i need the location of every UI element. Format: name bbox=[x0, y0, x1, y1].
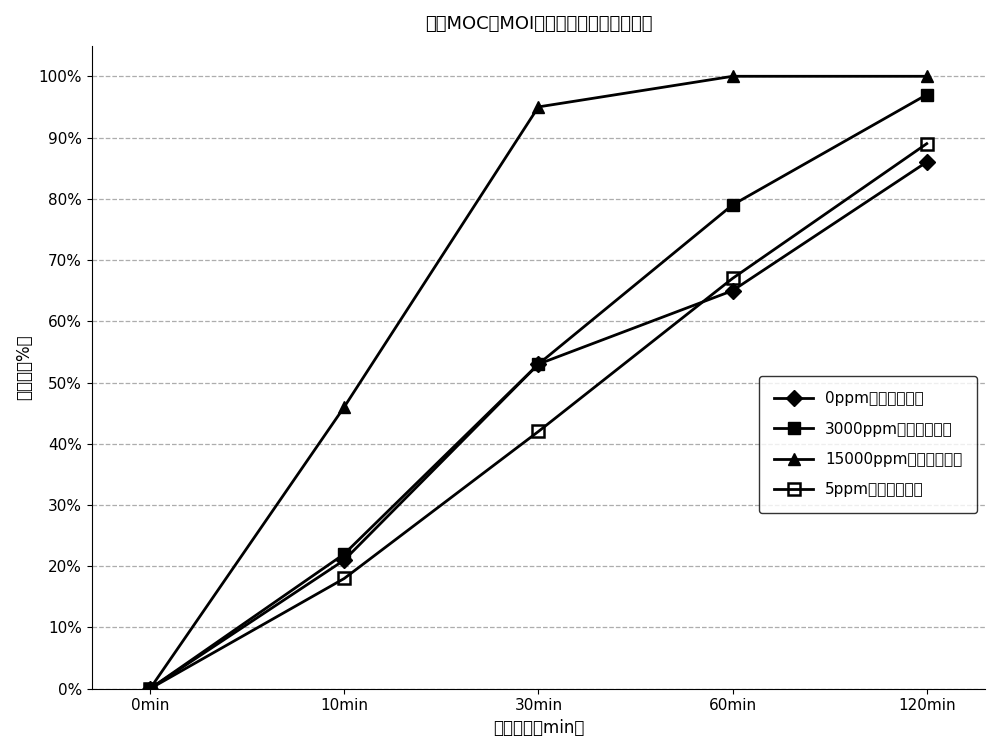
15000ppm（实施例２） bbox=[921, 71, 933, 80]
5ppm（实施例３） bbox=[338, 574, 350, 583]
5ppm（实施例３） bbox=[532, 427, 544, 436]
5ppm（实施例３） bbox=[727, 274, 739, 283]
3000ppm（实施例１） bbox=[144, 684, 156, 693]
3000ppm（实施例１） bbox=[727, 200, 739, 209]
Legend: 0ppm（比较例１）, 3000ppm（实施例１）, 15000ppm（实施例２）, 5ppm（实施例３）: 0ppm（比较例１）, 3000ppm（实施例１）, 15000ppm（实施例２… bbox=[759, 376, 977, 513]
3000ppm（实施例１） bbox=[338, 550, 350, 559]
Line: 0ppm（比较例１）: 0ppm（比较例１） bbox=[144, 156, 932, 694]
0ppm（比较例１） bbox=[532, 359, 544, 368]
5ppm（实施例３） bbox=[921, 139, 933, 148]
3000ppm（实施例１） bbox=[532, 359, 544, 368]
Y-axis label: 转化率（%）: 转化率（%） bbox=[15, 335, 33, 400]
0ppm（比较例１） bbox=[144, 684, 156, 693]
15000ppm（实施例２） bbox=[727, 71, 739, 80]
15000ppm（实施例２） bbox=[144, 684, 156, 693]
5ppm（实施例３） bbox=[144, 684, 156, 693]
15000ppm（实施例２） bbox=[532, 102, 544, 111]
Line: 3000ppm（实施例１）: 3000ppm（实施例１） bbox=[144, 89, 932, 694]
0ppm（比较例１） bbox=[727, 286, 739, 295]
0ppm（比较例１） bbox=[921, 157, 933, 166]
Title: 基于MOC的MOI的氨基甲酸酯化反应促进: 基于MOC的MOI的氨基甲酸酯化反应促进 bbox=[425, 15, 652, 33]
Line: 5ppm（实施例３）: 5ppm（实施例３） bbox=[144, 138, 932, 694]
3000ppm（实施例１） bbox=[921, 90, 933, 99]
X-axis label: 反应时间（min）: 反应时间（min） bbox=[493, 719, 584, 737]
Line: 15000ppm（实施例２）: 15000ppm（实施例２） bbox=[144, 70, 933, 695]
0ppm（比较例１） bbox=[338, 556, 350, 565]
15000ppm（实施例２） bbox=[338, 402, 350, 411]
